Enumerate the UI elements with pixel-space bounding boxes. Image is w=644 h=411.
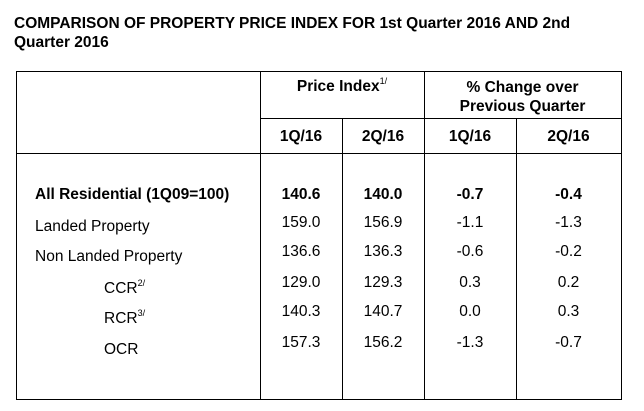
row-value: -1.3 <box>555 214 582 231</box>
row-label: RCR <box>104 310 138 327</box>
row-value: -1.3 <box>456 334 484 351</box>
row-value: 0.0 <box>459 303 481 320</box>
row-value: 156.9 <box>363 214 403 231</box>
row-value: -0.6 <box>456 243 484 260</box>
header-pct-change: % Change over Previous Quarter <box>424 78 621 116</box>
row-label-ccr: CCR2/ <box>104 278 146 298</box>
row-label: All Residential (1Q09=100) <box>35 186 230 203</box>
row-value: 140.7 <box>363 303 403 320</box>
header-price-index-label: Price Index <box>296 78 380 95</box>
column-divider <box>342 118 343 399</box>
row-value: 140.6 <box>281 186 321 203</box>
header-bottom-line <box>17 153 621 154</box>
header-pct-change-line1: % Change over <box>466 79 579 96</box>
price-index-table: Price Index1/ % Change over Previous Qua… <box>16 71 622 400</box>
row-value: -1.1 <box>456 214 484 231</box>
row-value: 156.2 <box>363 334 403 351</box>
row-value: -0.2 <box>555 243 582 260</box>
header-divider <box>260 118 621 119</box>
row-value: 0.3 <box>557 303 580 320</box>
column-divider <box>516 118 517 399</box>
header-pct-change-line2: Previous Quarter <box>459 98 586 115</box>
row-value: 159.0 <box>281 214 321 231</box>
row-value: 157.3 <box>281 334 321 351</box>
header-col-2q16: 2Q/16 <box>361 128 405 145</box>
row-value: -0.7 <box>456 186 484 203</box>
row-value: 129.0 <box>281 274 321 291</box>
row-value: 136.6 <box>281 243 321 260</box>
row-label-rcr: RCR3/ <box>104 308 146 328</box>
header-price-index: Price Index1/ <box>260 76 424 96</box>
row-label: OCR <box>104 341 139 358</box>
row-label: Landed Property <box>35 218 150 235</box>
header-col-2q16-change: 2Q/16 <box>547 128 590 145</box>
header-col-1q16: 1Q/16 <box>279 128 323 145</box>
footnote-marker: 1/ <box>379 76 388 86</box>
row-value: 0.2 <box>557 274 580 291</box>
row-value: 0.3 <box>459 274 481 291</box>
column-divider <box>424 72 425 399</box>
row-value: -0.4 <box>555 186 582 203</box>
row-value: -0.7 <box>555 334 582 351</box>
header-col-1q16-change: 1Q/16 <box>448 128 492 145</box>
page-title: COMPARISON OF PROPERTY PRICE INDEX FOR 1… <box>14 15 571 51</box>
footnote-marker: 3/ <box>137 308 146 318</box>
row-label: CCR <box>104 280 138 297</box>
row-value: 129.3 <box>363 274 403 291</box>
footnote-marker: 2/ <box>137 278 146 288</box>
row-value: 140.0 <box>363 186 403 203</box>
column-divider <box>260 72 261 399</box>
row-value: 136.3 <box>363 243 403 260</box>
row-label: Non Landed Property <box>35 248 183 265</box>
row-value: 140.3 <box>281 303 321 320</box>
